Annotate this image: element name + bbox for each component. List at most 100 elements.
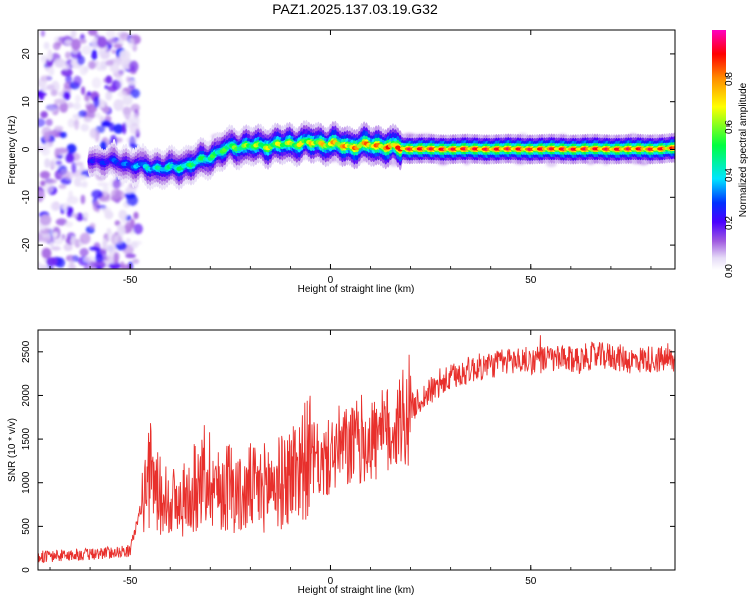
snr-x-tick-label: 50: [525, 576, 537, 587]
noise-blob: [43, 131, 50, 142]
noise-blob: [50, 89, 58, 97]
noise-blob: [50, 157, 62, 169]
noise-blob: [131, 240, 143, 246]
colorbar-tick-label: 0.8: [724, 72, 735, 86]
spectrogram-ridge: [87, 119, 675, 191]
noise-blob: [59, 101, 68, 113]
noise-blob: [77, 55, 85, 66]
spectrogram-y-tick-label: 20: [21, 48, 32, 60]
noise-blob: [102, 238, 108, 250]
noise-blob: [112, 179, 121, 189]
noise-blob: [128, 60, 139, 73]
noise-blob: [102, 184, 109, 197]
noise-blob: [95, 265, 102, 269]
colorbar-tick-label: 0.6: [724, 120, 735, 134]
noise-blob: [41, 86, 47, 92]
noise-blob: [50, 201, 60, 211]
noise-blob: [47, 130, 57, 136]
colorbar-tick-label: 0.0: [724, 264, 735, 278]
snr-frame: [37, 329, 676, 571]
spectrogram-x-tick-label: -50: [123, 275, 138, 286]
spectrogram-x-axis-label: Height of straight line (km): [298, 284, 415, 295]
noise-blob: [78, 110, 87, 118]
noise-blob: [128, 37, 135, 48]
spectrogram-y-tick-label: -10: [21, 190, 32, 205]
noise-blob: [94, 112, 101, 119]
noise-blob: [106, 227, 112, 235]
noise-blob: [130, 88, 140, 99]
noise-blob: [43, 181, 54, 194]
noise-blob: [102, 106, 110, 114]
noise-blob: [133, 211, 139, 220]
noise-blob: [73, 75, 82, 87]
noise-blob: [89, 246, 100, 251]
noise-blob: [125, 253, 136, 259]
noise-blob: [64, 39, 74, 45]
noise-blob: [44, 178, 57, 184]
noise-blob: [120, 264, 133, 269]
noise-blob: [119, 49, 131, 61]
noise-blob: [117, 224, 126, 236]
noise-blob: [59, 131, 67, 139]
colorbar-gradient: [712, 30, 726, 270]
noise-blob: [113, 252, 119, 265]
noise-blob: [122, 106, 132, 116]
colorbar-ticks: 0.0 0.2 0.4 0.6 0.8: [724, 72, 735, 278]
noise-blob: [83, 263, 90, 269]
noise-blob: [110, 188, 122, 200]
noise-blob: [79, 175, 87, 180]
noise-blob: [52, 42, 61, 51]
noise-blob: [126, 136, 138, 144]
snr-panel: -50 0 50 0 500 1000 1500 2000 2500 Height of st…: [7, 329, 676, 596]
noise-blob: [54, 98, 66, 105]
snr-y-tick-label: 2500: [21, 340, 32, 363]
noise-blob: [58, 184, 67, 189]
colorbar-tick-label: 0.2: [724, 216, 735, 230]
spectrogram-y-tick-label: 10: [21, 96, 32, 108]
spectrogram-y-tick-label: 0: [21, 146, 32, 152]
snr-series-line: [38, 335, 675, 564]
noise-blob: [79, 232, 91, 245]
spectrogram-x-tick-label: 0: [328, 275, 334, 286]
noise-blob: [117, 90, 127, 98]
snr-x-ticks: -50 0 50: [49, 330, 652, 587]
noise-blob: [43, 41, 50, 50]
noise-blob: [39, 170, 51, 179]
noise-blob: [130, 218, 135, 229]
noise-blob: [122, 122, 127, 135]
noise-blob: [46, 58, 54, 68]
noise-blob: [73, 102, 81, 110]
snr-y-tick-label: 2000: [21, 384, 32, 407]
noise-blob: [124, 192, 136, 199]
snr-x-tick-label: -50: [123, 576, 138, 587]
noise-blob: [122, 94, 133, 106]
noise-blob: [46, 257, 58, 266]
noise-blob: [113, 99, 124, 112]
snr-y-tick-label: 1000: [21, 471, 32, 494]
noise-blob: [58, 170, 71, 179]
noise-blob: [97, 182, 109, 187]
noise-blob: [111, 49, 116, 54]
noise-blob: [133, 223, 143, 235]
noise-blob: [88, 261, 96, 269]
noise-blob: [70, 236, 76, 246]
noise-blob: [80, 123, 90, 132]
spectrogram-y-tick-label: -20: [21, 237, 32, 252]
noise-blob: [56, 147, 69, 154]
noise-blob: [81, 86, 86, 96]
noise-blob: [40, 111, 48, 119]
noise-blob: [79, 65, 88, 76]
noise-blob: [66, 102, 74, 109]
noise-blob: [49, 241, 54, 248]
noise-blob: [105, 75, 113, 84]
noise-blob: [40, 237, 52, 243]
noise-blob: [105, 59, 114, 66]
noise-blob: [79, 39, 87, 44]
noise-blob: [55, 218, 68, 226]
noise-blob: [74, 94, 81, 103]
noise-blob: [40, 75, 51, 82]
noise-blob: [104, 210, 114, 220]
noise-blob: [38, 118, 46, 128]
noise-blob: [38, 232, 43, 242]
snr-y-tick-label: 0: [21, 567, 32, 573]
